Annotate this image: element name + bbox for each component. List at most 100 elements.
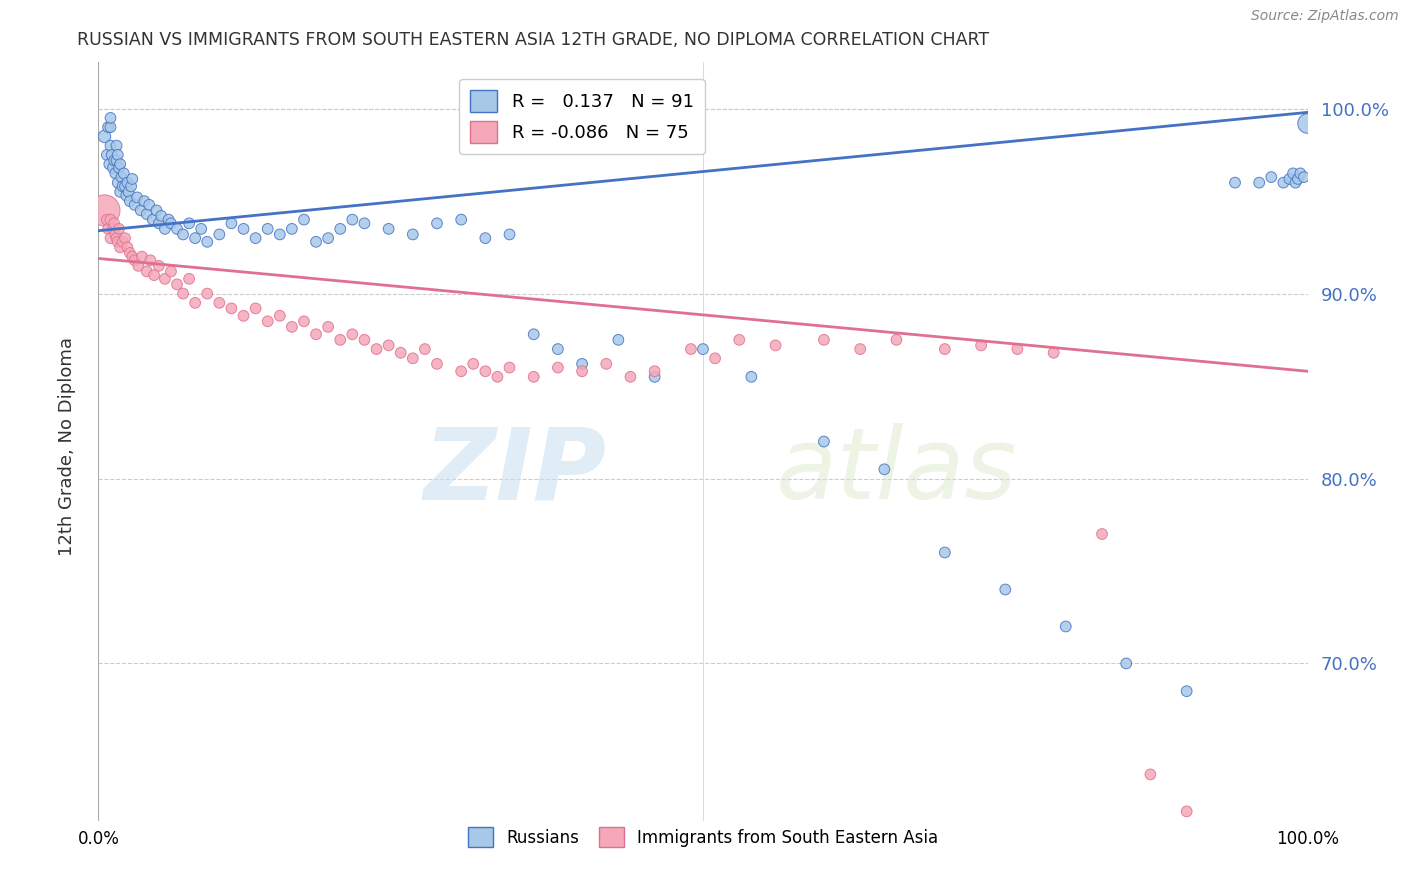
Point — [571, 364, 593, 378]
Point — [160, 216, 183, 230]
Point — [1260, 170, 1282, 185]
Point — [143, 268, 166, 282]
Point — [426, 216, 449, 230]
Point — [153, 222, 176, 236]
Point — [886, 333, 908, 347]
Point — [184, 296, 207, 310]
Point — [256, 314, 278, 328]
Point — [114, 179, 136, 194]
Point — [1249, 176, 1271, 190]
Point — [100, 148, 122, 162]
Point — [305, 327, 328, 342]
Point — [1175, 684, 1198, 698]
Point — [1282, 166, 1305, 180]
Point — [486, 369, 509, 384]
Point — [131, 250, 153, 264]
Point — [934, 545, 956, 559]
Point — [150, 209, 173, 223]
Point — [728, 333, 751, 347]
Point — [118, 194, 141, 208]
Point — [353, 333, 375, 347]
Point — [316, 319, 339, 334]
Point — [1272, 176, 1295, 190]
Point — [172, 286, 194, 301]
Point — [166, 222, 188, 236]
Point — [1296, 116, 1319, 130]
Point — [413, 342, 436, 356]
Text: RUSSIAN VS IMMIGRANTS FROM SOUTH EASTERN ASIA 12TH GRADE, NO DIPLOMA CORRELATION: RUSSIAN VS IMMIGRANTS FROM SOUTH EASTERN… — [77, 31, 990, 49]
Point — [1286, 172, 1309, 186]
Point — [117, 240, 139, 254]
Point — [105, 231, 128, 245]
Point — [120, 179, 142, 194]
Point — [353, 216, 375, 230]
Point — [994, 582, 1017, 597]
Point — [105, 153, 128, 168]
Point — [96, 212, 118, 227]
Point — [329, 222, 352, 236]
Point — [166, 277, 188, 292]
Point — [179, 272, 201, 286]
Point — [232, 222, 254, 236]
Point — [117, 176, 139, 190]
Text: Source: ZipAtlas.com: Source: ZipAtlas.com — [1251, 9, 1399, 23]
Point — [103, 153, 125, 168]
Point — [269, 309, 291, 323]
Text: atlas: atlas — [776, 424, 1017, 520]
Legend: Russians, Immigrants from South Eastern Asia: Russians, Immigrants from South Eastern … — [461, 821, 945, 854]
Point — [127, 259, 149, 273]
Point — [619, 369, 641, 384]
Point — [498, 360, 520, 375]
Point — [127, 190, 149, 204]
Point — [97, 120, 120, 135]
Point — [595, 357, 617, 371]
Point — [179, 216, 201, 230]
Point — [849, 342, 872, 356]
Point — [160, 264, 183, 278]
Point — [135, 207, 157, 221]
Point — [118, 246, 141, 260]
Point — [108, 222, 131, 236]
Point — [316, 231, 339, 245]
Point — [100, 120, 122, 135]
Point — [1289, 166, 1312, 180]
Point — [221, 216, 243, 230]
Point — [121, 172, 143, 186]
Point — [245, 301, 267, 316]
Point — [100, 111, 122, 125]
Point — [107, 235, 129, 249]
Point — [692, 342, 714, 356]
Point — [813, 434, 835, 449]
Point — [523, 327, 546, 342]
Point — [342, 327, 364, 342]
Point — [934, 342, 956, 356]
Point — [195, 286, 218, 301]
Point — [269, 227, 291, 242]
Point — [679, 342, 702, 356]
Point — [1091, 527, 1114, 541]
Point — [103, 216, 125, 230]
Point — [329, 333, 352, 347]
Point — [1292, 170, 1315, 185]
Point — [108, 240, 131, 254]
Point — [232, 309, 254, 323]
Point — [100, 138, 122, 153]
Point — [474, 364, 496, 378]
Point — [112, 166, 135, 180]
Point — [100, 231, 122, 245]
Point — [101, 161, 124, 175]
Point — [153, 272, 176, 286]
Point — [1054, 619, 1077, 633]
Point — [970, 338, 993, 352]
Point — [402, 351, 425, 366]
Point — [142, 212, 165, 227]
Point — [1223, 176, 1246, 190]
Point — [184, 231, 207, 245]
Point — [740, 369, 762, 384]
Point — [148, 259, 170, 273]
Point — [1007, 342, 1029, 356]
Point — [105, 138, 128, 153]
Point — [96, 148, 118, 162]
Point — [873, 462, 896, 476]
Point — [145, 203, 167, 218]
